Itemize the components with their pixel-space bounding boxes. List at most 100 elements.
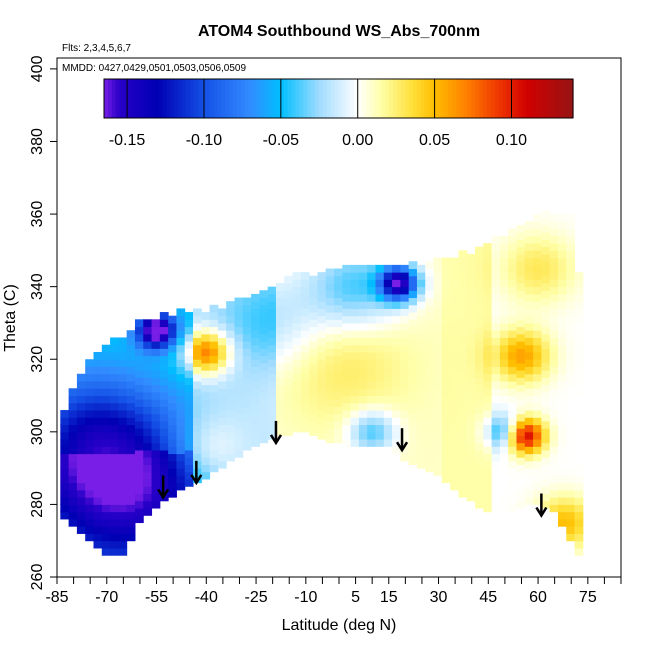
heatmap-cell	[292, 344, 302, 353]
heatmap-cell	[284, 341, 294, 349]
heatmap-cell	[491, 293, 501, 302]
heatmap-cell	[574, 497, 584, 505]
heatmap-cell	[151, 377, 161, 386]
colorbar-swatch	[561, 79, 566, 118]
heatmap-cell	[574, 337, 584, 346]
heatmap-cell	[491, 286, 501, 295]
heatmap-cell	[334, 333, 343, 342]
heatmap-cell	[566, 250, 576, 259]
heatmap-cell	[450, 308, 459, 317]
heatmap-cell	[325, 283, 335, 291]
heatmap-cell	[300, 366, 310, 375]
heatmap-cell	[184, 464, 194, 473]
heatmap-cell	[408, 428, 418, 436]
heatmap-cell	[466, 391, 476, 400]
heatmap-cell	[226, 381, 235, 389]
heatmap-cell	[466, 333, 476, 342]
heatmap-cell	[317, 381, 327, 389]
heatmap-cell	[557, 243, 567, 251]
heatmap-cell	[541, 355, 551, 364]
heatmap-cell	[292, 417, 302, 426]
heatmap-cell	[358, 431, 368, 440]
heatmap-cell	[176, 373, 186, 382]
heatmap-cell	[466, 413, 476, 422]
heatmap-cell	[566, 308, 576, 317]
heatmap-cell	[76, 468, 86, 476]
heatmap-cell	[134, 428, 144, 436]
heatmap-cell	[309, 348, 318, 357]
heatmap-cell	[342, 337, 352, 346]
heatmap-cell	[143, 449, 153, 458]
heatmap-cell	[458, 250, 468, 259]
heatmap-cell	[85, 460, 94, 469]
heatmap-cell	[499, 446, 509, 455]
heatmap-cell	[350, 402, 360, 411]
heatmap-cell	[334, 384, 343, 393]
heatmap-cell	[483, 351, 493, 360]
heatmap-cell	[134, 435, 144, 444]
heatmap-cell	[466, 341, 476, 349]
heatmap-cell	[193, 381, 202, 389]
colorbar-swatch	[166, 79, 172, 118]
heatmap-cell	[217, 402, 227, 411]
colorbar-swatch	[186, 79, 191, 118]
x-axis-label: Latitude (deg N)	[282, 617, 397, 634]
heatmap-cell	[541, 297, 551, 306]
heatmap-cell	[209, 391, 219, 400]
heatmap-cell	[251, 439, 260, 447]
heatmap-cell	[516, 479, 526, 487]
heatmap-cell	[251, 395, 260, 404]
heatmap-cell	[450, 395, 459, 404]
heatmap-cell	[383, 308, 393, 317]
heatmap-cell	[516, 420, 526, 429]
heatmap-cell	[101, 460, 111, 469]
heatmap-cell	[441, 381, 451, 389]
heatmap-cell	[483, 330, 493, 338]
colorbar-swatch	[424, 79, 429, 118]
heatmap-cell	[126, 533, 136, 542]
colorbar-swatch	[377, 79, 383, 118]
heatmap-cell	[466, 290, 476, 299]
heatmap-cell	[566, 526, 576, 534]
heatmap-cell	[93, 511, 103, 520]
heatmap-cell	[557, 417, 567, 426]
heatmap-cell	[259, 333, 269, 342]
heatmap-cell	[557, 453, 567, 462]
heatmap-cell	[85, 533, 94, 542]
heatmap-cell	[217, 308, 227, 317]
heatmap-cell	[358, 410, 368, 418]
heatmap-cell	[309, 297, 318, 306]
heatmap-cell	[76, 410, 86, 418]
heatmap-cell	[151, 384, 161, 393]
heatmap-cell	[400, 264, 410, 273]
heatmap-cell	[358, 279, 368, 288]
heatmap-cell	[400, 402, 410, 411]
heatmap-cell	[549, 468, 559, 476]
heatmap-cell	[93, 526, 103, 534]
heatmap-cell	[284, 428, 294, 436]
heatmap-cell	[226, 337, 235, 346]
colorbar-swatch	[404, 79, 410, 118]
heatmap-cell	[533, 388, 542, 397]
heatmap-cell	[275, 312, 285, 320]
heatmap-cell	[217, 373, 227, 382]
heatmap-cell	[549, 475, 559, 484]
heatmap-cell	[574, 446, 584, 455]
heatmap-cell	[76, 431, 86, 440]
heatmap-cell	[383, 344, 393, 353]
heatmap-cell	[416, 460, 426, 469]
heatmap-cell	[425, 362, 435, 371]
heatmap-cell	[483, 308, 493, 317]
heatmap-cell	[408, 370, 418, 378]
heatmap-cell	[176, 330, 186, 338]
heatmap-cell	[209, 333, 219, 342]
colorbar-tick-label: 0.10	[496, 132, 527, 149]
heatmap-cell	[549, 315, 559, 324]
heatmap-cell	[408, 406, 418, 415]
heatmap-cell	[516, 486, 526, 495]
heatmap-cell	[533, 279, 542, 288]
heatmap-cell	[93, 424, 103, 433]
heatmap-cell	[201, 428, 211, 436]
heatmap-cell	[93, 373, 103, 382]
heatmap-cell	[101, 381, 111, 389]
